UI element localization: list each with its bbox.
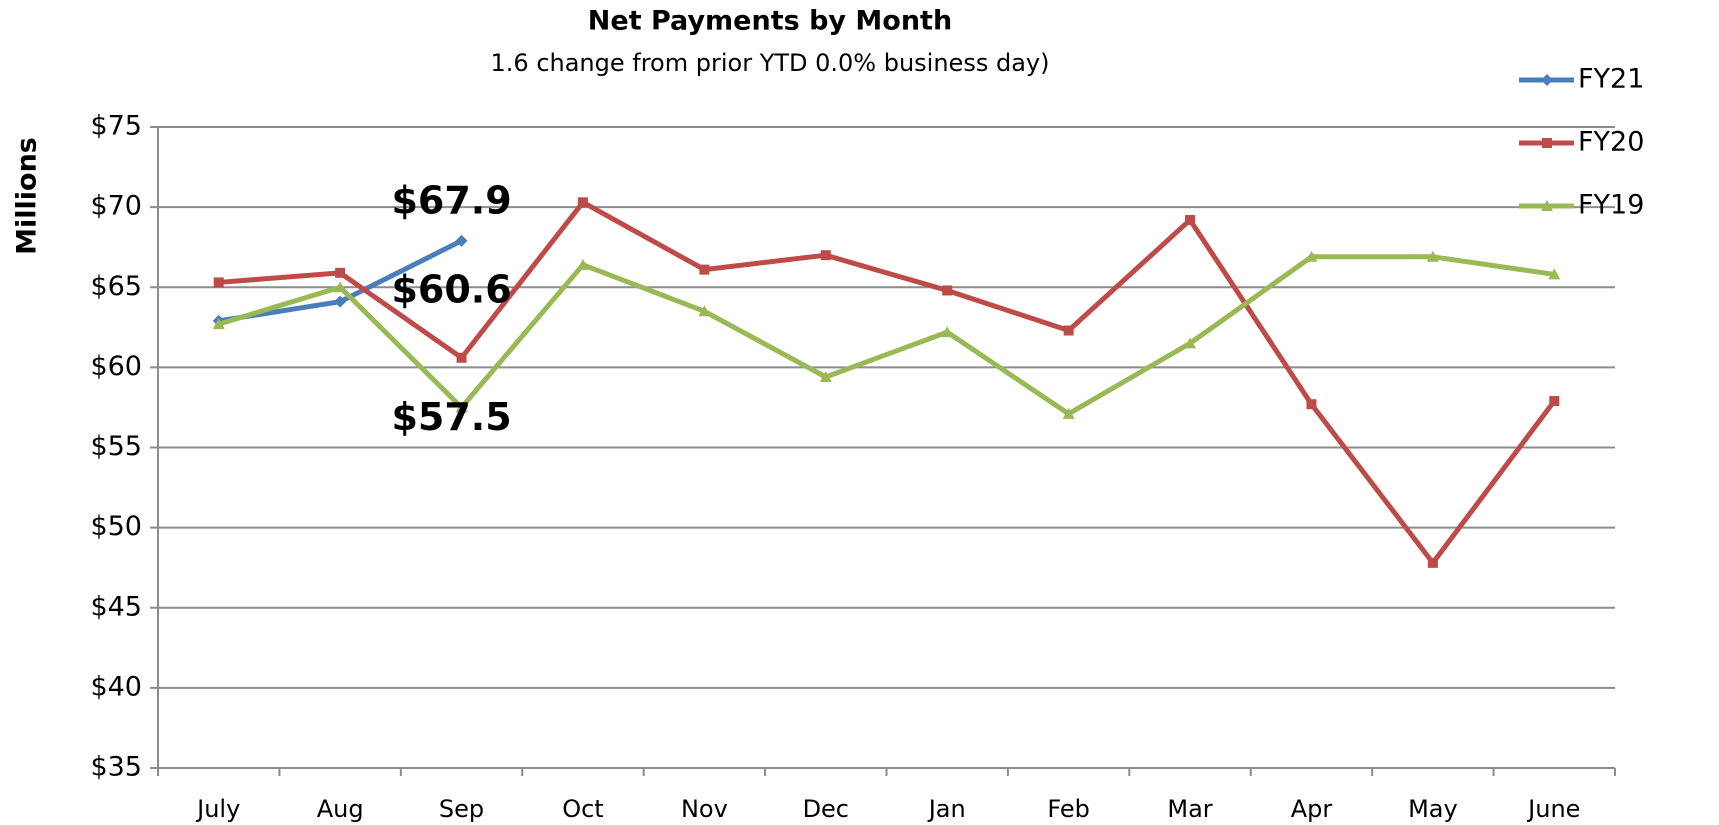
legend-label: FY20: [1578, 127, 1644, 158]
point-marker: [1062, 407, 1075, 419]
data-label: $57.5: [391, 395, 511, 439]
x-tick-label: Oct: [562, 795, 604, 823]
legend-marker: [1541, 200, 1553, 211]
point-marker: [819, 370, 832, 382]
point-marker: [699, 264, 710, 275]
point-marker: [942, 285, 953, 296]
y-tick-label: $45: [90, 591, 142, 622]
x-tick-label: Apr: [1291, 795, 1333, 823]
point-marker: [698, 305, 711, 317]
point-marker: [455, 401, 468, 413]
point-marker: [576, 258, 589, 270]
y-tick-label: $55: [90, 431, 142, 462]
chart-title: Net Payments by Month: [588, 6, 952, 37]
x-tick-label: Mar: [1167, 795, 1212, 823]
point-marker: [213, 277, 224, 288]
point-marker: [577, 197, 588, 208]
y-tick-label: $60: [90, 351, 142, 382]
x-tick-label: Sep: [439, 795, 484, 823]
point-marker: [941, 326, 954, 338]
x-tick-label: Jan: [927, 795, 966, 823]
point-marker: [455, 234, 468, 247]
point-marker: [456, 352, 467, 363]
point-marker: [820, 250, 831, 261]
point-marker: [334, 295, 347, 308]
point-marker: [1305, 250, 1318, 262]
point-marker: [1549, 396, 1560, 407]
point-marker: [1184, 337, 1197, 349]
x-tick-label: Aug: [317, 795, 364, 823]
data-label: $60.6: [391, 267, 511, 311]
point-marker: [1063, 325, 1074, 336]
x-tick-label: July: [195, 795, 240, 823]
y-tick-label: $75: [90, 111, 142, 142]
point-marker: [1548, 268, 1561, 280]
y-tick-label: $50: [90, 511, 142, 542]
legend-marker: [1541, 74, 1553, 86]
x-tick-label: Dec: [803, 795, 849, 823]
legend-label: FY21: [1578, 64, 1644, 95]
point-marker: [1426, 250, 1439, 262]
point-marker: [1427, 557, 1438, 568]
point-marker: [1185, 214, 1196, 225]
point-marker: [335, 267, 346, 278]
y-tick-label: $35: [90, 752, 142, 783]
x-tick-label: June: [1526, 795, 1580, 823]
legend-label: FY19: [1578, 190, 1644, 221]
point-marker: [334, 281, 347, 293]
point-marker: [1306, 399, 1317, 410]
series-line: [218, 199, 1557, 566]
chart-subtitle: 1.6 change from prior YTD 0.0% business …: [491, 49, 1050, 77]
point-marker: [212, 318, 225, 330]
x-tick-label: May: [1408, 795, 1458, 823]
y-axis-label: Millions: [12, 137, 43, 255]
y-tick-label: $40: [90, 671, 142, 702]
series-line: [217, 254, 1555, 417]
data-label: $67.9: [391, 178, 511, 222]
x-tick-label: Feb: [1047, 795, 1090, 823]
y-tick-label: $65: [90, 271, 142, 302]
legend-marker: [1542, 138, 1552, 148]
x-tick-label: Nov: [681, 795, 728, 823]
y-tick-label: $70: [90, 191, 142, 222]
